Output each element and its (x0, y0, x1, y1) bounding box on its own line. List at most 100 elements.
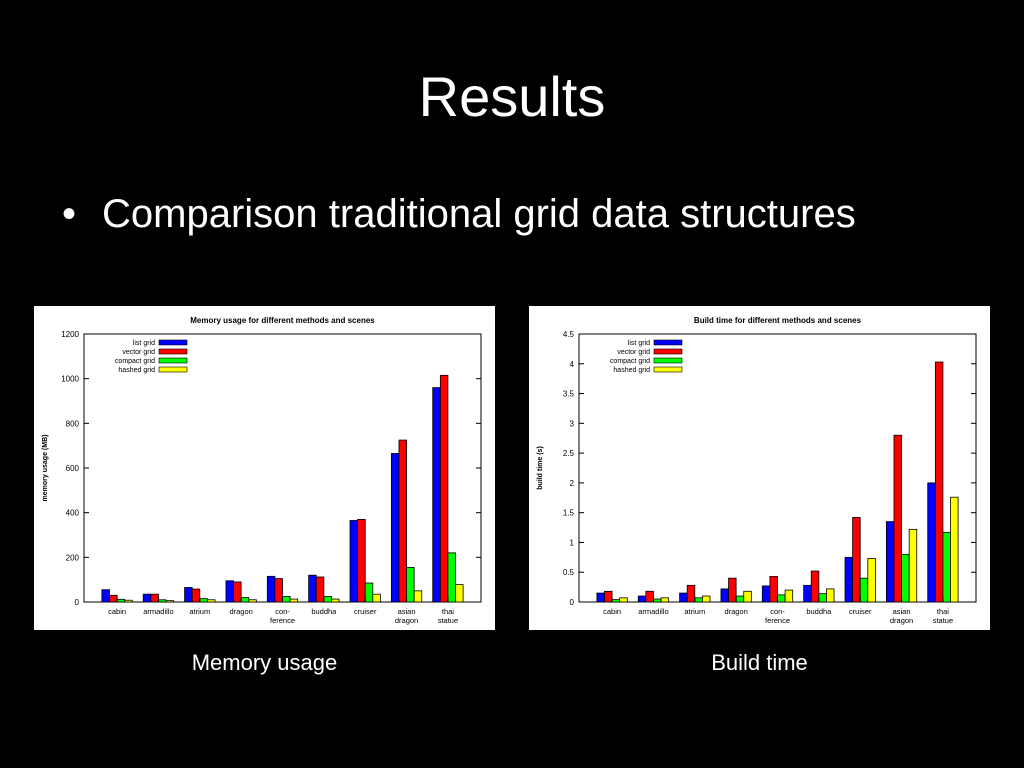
build-time-bar (596, 592, 605, 603)
build-time-legend-swatch (653, 357, 683, 364)
memory-bar (372, 593, 381, 603)
build-time-chart-title: Build time for different methods and sce… (694, 316, 862, 325)
memory-bar (274, 578, 283, 603)
build-time-bar (942, 531, 951, 603)
memory-bar (406, 566, 415, 603)
memory-xtick-label-line: statue (438, 616, 458, 625)
build-time-ytick-label: 3.5 (563, 390, 575, 399)
build-time-ylabel: build time (s) (537, 446, 544, 490)
memory-chart-panel: Memory usage for different methods and s… (34, 306, 495, 630)
memory-bar (390, 453, 400, 603)
memory-xtick-label: cabin (108, 607, 126, 616)
bullet-item: • Comparison traditional grid data struc… (62, 188, 856, 240)
build-time-xtick-label: cabin (603, 607, 621, 616)
memory-xtick-label-line: buddha (311, 607, 337, 616)
build-time-chart: Build time for different methods and sce… (537, 316, 977, 625)
build-time-xtick-label-line: armadillo (638, 607, 668, 616)
memory-bar (398, 439, 407, 603)
build-time-bar (645, 590, 654, 603)
build-time-xtick-label-line: ference (765, 616, 790, 625)
memory-bar (323, 596, 332, 603)
memory-xtick-label-line: con- (275, 607, 290, 616)
memory-bar (124, 599, 133, 603)
memory-xtick-label-line: atrium (189, 607, 210, 616)
memory-xtick-label-line: dragon (229, 607, 252, 616)
memory-bar (315, 576, 325, 603)
memory-legend-label: list grid (133, 340, 155, 347)
build-time-bar (660, 597, 670, 603)
build-time-chart-panel: Build time for different methods and sce… (529, 306, 990, 630)
build-time-ytick-label: 3 (570, 419, 575, 428)
build-time-bar (653, 598, 662, 603)
memory-ytick-label: 400 (66, 509, 80, 518)
memory-xtick-label-line: cabin (108, 607, 126, 616)
memory-ytick-label: 0 (75, 598, 80, 607)
build-time-bar (844, 556, 854, 603)
memory-bar (282, 596, 291, 603)
build-time-xtick-label-line: cruiser (849, 607, 872, 616)
build-time-bar (777, 594, 786, 603)
build-time-bar (826, 588, 835, 603)
memory-bar (101, 589, 110, 603)
memory-legend-label: hashed grid (118, 367, 155, 374)
build-time-bar (950, 496, 959, 603)
memory-bar (225, 580, 234, 603)
build-time-bar (852, 517, 861, 603)
memory-bar (116, 598, 126, 603)
build-time-legend-swatch (653, 348, 683, 355)
build-time-bar (735, 595, 745, 603)
build-time-xtick-label-line: statue (933, 616, 953, 625)
build-time-xtick-label-line: dragon (724, 607, 747, 616)
build-time-bar (694, 597, 703, 603)
build-time-legend-label: compact grid (610, 358, 650, 365)
build-time-xtick-label-line: atrium (684, 607, 705, 616)
memory-bar (357, 518, 366, 603)
build-time-ytick-label: 0.5 (563, 568, 575, 577)
build-time-xtick-label: atrium (684, 607, 705, 616)
build-time-bar (901, 553, 910, 603)
build-time-xtick-label: dragon (724, 607, 747, 616)
build-time-ytick-label: 1.5 (563, 509, 575, 518)
build-time-bar (761, 585, 771, 603)
memory-legend-swatch (158, 357, 188, 364)
build-time-caption: Build time (711, 650, 808, 675)
memory-chart-title: Memory usage for different methods and s… (190, 316, 375, 325)
memory-bar (158, 599, 167, 603)
memory-usage-caption: Memory usage (191, 650, 338, 675)
build-time-xtick-label: asian dragon (890, 607, 913, 625)
memory-bar (432, 387, 441, 603)
memory-xtick-label: asian dragon (395, 607, 418, 625)
memory-usage-chart: Memory usage for different methods and s… (42, 316, 482, 625)
memory-legend-swatch (158, 348, 188, 355)
build-time-xtick-label: thai statue (933, 607, 953, 625)
memory-bar (165, 600, 175, 603)
memory-bar (349, 520, 359, 603)
memory-bar (109, 594, 118, 603)
build-time-bar (885, 521, 895, 603)
build-time-bar (859, 577, 869, 603)
build-time-bar (728, 577, 737, 603)
build-time-bar (803, 584, 812, 603)
build-time-bar (619, 597, 628, 603)
memory-legend-swatch (158, 339, 188, 346)
build-time-ytick-label: 4 (570, 360, 575, 369)
build-time-legend-swatch (653, 339, 683, 346)
memory-ytick-label: 1200 (61, 330, 79, 339)
memory-bar (233, 581, 242, 603)
build-time-legend-label: vector grid (617, 349, 650, 356)
memory-ytick-label: 800 (66, 419, 80, 428)
build-time-bar (604, 590, 613, 603)
build-time-bar (743, 590, 752, 603)
memory-bar (364, 582, 374, 603)
memory-bar (184, 587, 193, 603)
memory-bar (206, 599, 216, 603)
bullet-marker: • (62, 192, 77, 236)
build-time-bar (867, 558, 876, 603)
memory-xtick-label: atrium (189, 607, 210, 616)
build-time-xtick-label-line: asian (893, 607, 911, 616)
memory-bar (150, 593, 159, 603)
memory-plot-frame (83, 333, 482, 603)
memory-xtick-label-line: dragon (395, 616, 418, 625)
build-time-xtick-label: con-ference (765, 607, 790, 625)
build-time-xtick-label-line: cabin (603, 607, 621, 616)
